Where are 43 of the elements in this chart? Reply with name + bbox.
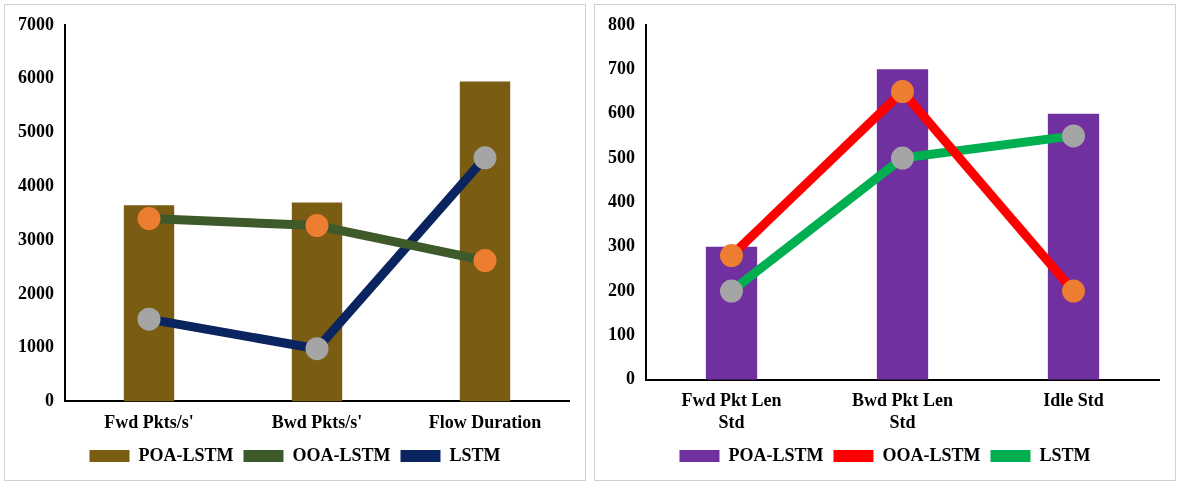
point xyxy=(473,249,497,273)
point xyxy=(891,146,914,170)
y-tick-label: 7000 xyxy=(18,13,54,34)
legend-label: OOA-LSTM xyxy=(292,444,391,465)
legend-label: POA-LSTM xyxy=(138,444,234,465)
y-tick-label: 100 xyxy=(608,324,635,345)
x-tick-label: Fwd Pkts/s' xyxy=(104,411,194,432)
x-tick-label: Bwd Pkts/s' xyxy=(271,411,363,432)
y-tick-label: 500 xyxy=(608,146,635,167)
y-tick-label: 300 xyxy=(608,235,635,256)
x-tick-label: Flow Duration xyxy=(428,411,542,432)
point xyxy=(720,244,743,268)
x-tick-label: Bwd Pkt Len Std xyxy=(851,390,954,432)
x-tick-label: Idle Std xyxy=(1043,390,1104,411)
legend-label: LSTM xyxy=(1039,444,1091,465)
bar xyxy=(1047,113,1100,380)
point xyxy=(473,146,497,170)
point xyxy=(1062,124,1085,148)
y-tick-label: 200 xyxy=(608,279,635,300)
y-tick-label: 1000 xyxy=(18,336,54,357)
x-tick-label: Fwd Pkt Len Std xyxy=(681,390,782,432)
y-tick-label: 6000 xyxy=(18,67,54,88)
legend-label: LSTM xyxy=(449,444,501,465)
y-tick-label: 0 xyxy=(45,390,54,411)
point xyxy=(305,214,329,238)
y-tick-label: 400 xyxy=(608,191,635,212)
y-tick-label: 700 xyxy=(608,58,635,79)
y-tick-label: 2000 xyxy=(18,282,54,303)
point xyxy=(137,207,161,231)
y-tick-label: 3000 xyxy=(18,228,54,249)
y-tick-label: 0 xyxy=(626,368,635,389)
legend-label: POA-LSTM xyxy=(728,444,824,465)
point xyxy=(137,307,161,331)
legend-label: OOA-LSTM xyxy=(882,444,981,465)
point xyxy=(720,279,743,303)
y-tick-label: 800 xyxy=(608,13,635,34)
y-tick-label: 5000 xyxy=(18,121,54,142)
point xyxy=(891,80,914,104)
y-tick-label: 4000 xyxy=(18,174,54,195)
point xyxy=(305,337,329,361)
point xyxy=(1062,279,1085,303)
bar xyxy=(459,81,511,402)
y-tick-label: 600 xyxy=(608,102,635,123)
